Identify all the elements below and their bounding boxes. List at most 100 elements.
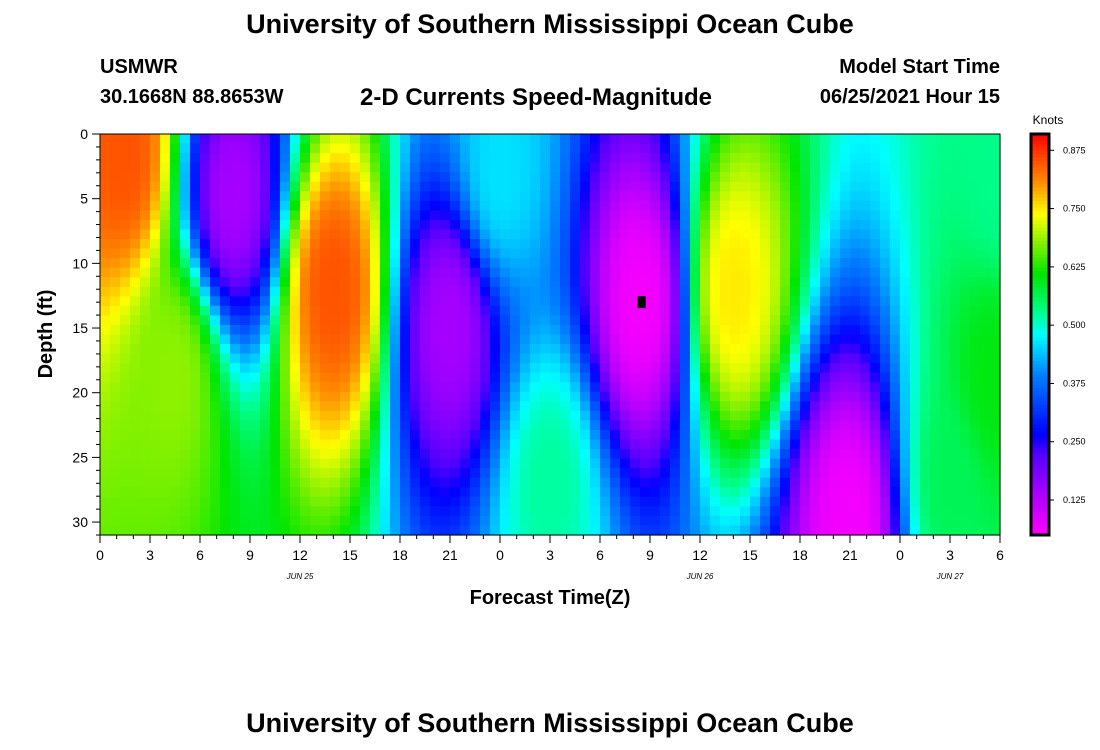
heatmap-cell xyxy=(620,324,631,336)
heatmap-cell xyxy=(130,449,141,460)
heatmap-cell xyxy=(100,410,111,422)
heatmap-cell xyxy=(670,267,681,278)
heatmap-cell xyxy=(430,429,441,441)
heatmap-cell xyxy=(760,353,771,364)
station-coordinates: 30.1668N 88.8653W xyxy=(100,86,284,108)
heatmap-cell xyxy=(820,487,831,498)
heatmap-cell xyxy=(430,525,441,536)
heatmap-cell xyxy=(570,515,581,527)
heatmap-cell xyxy=(490,324,501,336)
heatmap-cell xyxy=(760,172,771,183)
heatmap-cell xyxy=(840,258,851,269)
heatmap-cell xyxy=(270,410,281,422)
heatmap-cell xyxy=(690,210,701,221)
heatmap-cell xyxy=(950,410,961,422)
heatmap-cell xyxy=(570,401,581,412)
heatmap-cell xyxy=(450,134,461,145)
heatmap-cell xyxy=(820,410,831,422)
heatmap-cell xyxy=(600,267,611,278)
heatmap-cell xyxy=(650,248,661,259)
colorbar-cell xyxy=(1031,200,1049,205)
heatmap-cell xyxy=(690,286,701,297)
heatmap-cell xyxy=(660,410,671,422)
heatmap-cell xyxy=(530,153,541,164)
heatmap-cell xyxy=(560,363,571,374)
heatmap-cell xyxy=(260,334,271,345)
heatmap-cell xyxy=(830,219,841,231)
heatmap-cell xyxy=(400,267,411,278)
heatmap-cell xyxy=(930,391,941,402)
heatmap-cell xyxy=(800,324,811,336)
heatmap-cell xyxy=(850,353,861,364)
heatmap-cell xyxy=(350,181,361,192)
heatmap-cell xyxy=(820,162,831,173)
heatmap-cell xyxy=(770,496,781,507)
heatmap-cell xyxy=(770,468,781,479)
heatmap-cell xyxy=(960,449,971,460)
heatmap-cell xyxy=(800,458,811,469)
heatmap-cell xyxy=(390,181,401,192)
heatmap-cell xyxy=(530,258,541,269)
heatmap-cell xyxy=(700,239,711,250)
heatmap-cell xyxy=(980,487,991,498)
heatmap-cell xyxy=(380,410,391,422)
heatmap-cell xyxy=(450,162,461,173)
heatmap-cell xyxy=(240,286,251,297)
heatmap-cell xyxy=(890,143,901,154)
heatmap-cell xyxy=(570,334,581,345)
heatmap-cell xyxy=(960,324,971,336)
heatmap-cell xyxy=(400,506,411,517)
heatmap-cell xyxy=(930,239,941,250)
heatmap-cell xyxy=(420,449,431,460)
heatmap-cell xyxy=(560,372,571,383)
heatmap-cell xyxy=(510,153,521,164)
heatmap-cell xyxy=(590,172,601,183)
heatmap-cell xyxy=(900,525,911,536)
heatmap-cell xyxy=(170,219,181,231)
heatmap-cell xyxy=(940,296,951,307)
heatmap-cell xyxy=(230,267,241,278)
heatmap-cell xyxy=(690,296,701,307)
heatmap-cell xyxy=(660,449,671,460)
heatmap-cell xyxy=(920,143,931,154)
heatmap-cell xyxy=(990,286,1001,297)
heatmap-cell xyxy=(170,458,181,469)
heatmap-cell xyxy=(190,458,201,469)
heatmap-cell xyxy=(950,239,961,250)
heatmap-cell xyxy=(700,324,711,336)
heatmap-cell xyxy=(740,324,751,336)
heatmap-cell xyxy=(330,391,341,402)
heatmap-cell xyxy=(370,324,381,336)
heatmap-cell xyxy=(340,487,351,498)
heatmap-cell xyxy=(840,229,851,240)
heatmap-cell xyxy=(360,219,371,231)
heatmap-cell xyxy=(550,363,561,374)
heatmap-cell xyxy=(430,286,441,297)
heatmap-cell xyxy=(930,525,941,536)
heatmap-cell xyxy=(350,277,361,288)
page-title: University of Southern Mississippi Ocean… xyxy=(246,9,854,39)
heatmap-cell xyxy=(140,363,151,374)
heatmap-cell xyxy=(210,420,221,431)
heatmap-cell xyxy=(220,267,231,278)
heatmap-cell xyxy=(460,305,471,317)
heatmap-cell xyxy=(330,296,341,307)
heatmap-cell xyxy=(190,353,201,364)
heatmap-cell xyxy=(830,200,841,211)
heatmap-cell xyxy=(580,439,591,450)
heatmap-cell xyxy=(990,172,1001,183)
colorbar-cell xyxy=(1031,317,1049,322)
heatmap-cell xyxy=(780,153,791,164)
heatmap-cell xyxy=(420,487,431,498)
heatmap-cell xyxy=(750,420,761,431)
heatmap-cell xyxy=(890,172,901,183)
heatmap-cell xyxy=(760,363,771,374)
heatmap-cell xyxy=(520,210,531,221)
heatmap-cell xyxy=(680,324,691,336)
heatmap-cell xyxy=(770,458,781,469)
heatmap-cell xyxy=(330,143,341,154)
heatmap-cell xyxy=(240,372,251,383)
heatmap-cell xyxy=(410,506,421,517)
heatmap-cell xyxy=(840,181,851,192)
heatmap-cell xyxy=(860,496,871,507)
